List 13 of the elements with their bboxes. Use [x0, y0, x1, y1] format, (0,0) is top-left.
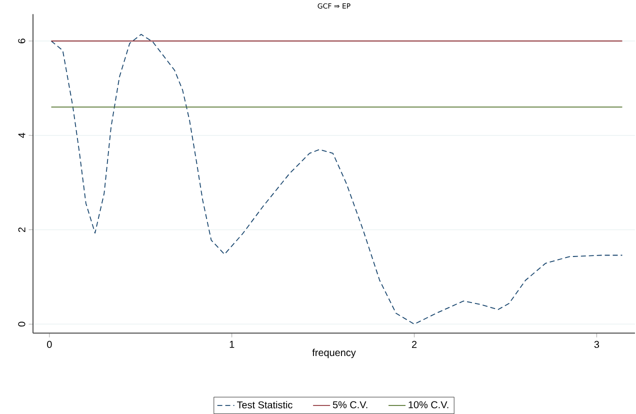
- y-tick-label: 2: [18, 227, 26, 232]
- legend-label: Test Statistic: [236, 401, 292, 408]
- x-tick-label: 3: [594, 340, 600, 348]
- x-axis-title: frequency: [312, 348, 356, 358]
- x-tick-label: 1: [230, 340, 234, 348]
- y-tick-label: 4: [18, 132, 26, 138]
- y-tick-label: 0: [18, 322, 26, 327]
- legend-label: 5% C.V.: [332, 401, 368, 408]
- x-tick-label: 2: [412, 340, 417, 348]
- x-tick-label: 0: [47, 340, 52, 348]
- line-series: [50, 34, 623, 325]
- legend-label: 10% C.V.: [408, 401, 448, 408]
- y-tick-label: 6: [18, 38, 26, 44]
